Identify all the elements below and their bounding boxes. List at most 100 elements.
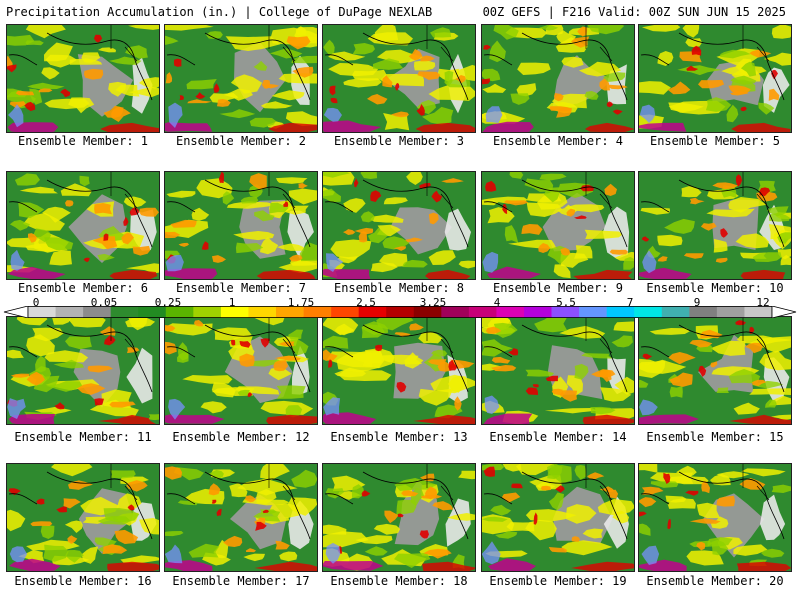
precip-region bbox=[765, 399, 777, 408]
precip-region bbox=[44, 350, 89, 363]
precip-region bbox=[239, 341, 251, 348]
precip-region bbox=[560, 252, 589, 268]
precip-region bbox=[607, 489, 619, 499]
precip-region bbox=[60, 88, 71, 98]
colorbar-tick-label: 0.25 bbox=[154, 296, 182, 309]
precip-region bbox=[503, 200, 529, 206]
precip-region bbox=[24, 101, 36, 112]
precip-region bbox=[490, 504, 512, 516]
colorbar-tick-label: 7 bbox=[626, 296, 634, 309]
precip-region bbox=[571, 536, 580, 542]
precip-region bbox=[254, 210, 275, 222]
precip-region bbox=[338, 369, 392, 381]
precip-map bbox=[639, 172, 791, 279]
colorbar-swatch bbox=[248, 306, 277, 318]
precip-region bbox=[196, 178, 233, 199]
precip-region bbox=[573, 269, 633, 279]
precip-region bbox=[18, 202, 45, 219]
precip-region bbox=[260, 464, 290, 480]
precip-region bbox=[406, 172, 423, 185]
precip-region bbox=[129, 207, 139, 216]
precip-region bbox=[683, 253, 704, 259]
precip-map bbox=[7, 172, 159, 279]
precip-region bbox=[353, 178, 359, 188]
precip-region bbox=[46, 381, 83, 392]
precip-region bbox=[696, 541, 706, 551]
precip-region bbox=[394, 478, 438, 491]
precip-map bbox=[7, 25, 159, 132]
political-border bbox=[110, 464, 138, 501]
precip-region bbox=[15, 90, 35, 96]
precip-region bbox=[609, 249, 629, 255]
precip-region bbox=[370, 190, 382, 202]
precip-region bbox=[68, 97, 95, 114]
precip-region bbox=[561, 540, 613, 556]
precip-region bbox=[81, 546, 99, 564]
precip-region bbox=[667, 81, 691, 95]
precip-region bbox=[36, 498, 45, 505]
precip-region bbox=[218, 172, 224, 184]
precip-region bbox=[561, 56, 584, 68]
ensemble-member-map bbox=[164, 171, 318, 280]
precip-region bbox=[170, 219, 197, 228]
precip-region bbox=[726, 104, 739, 123]
coastline bbox=[8, 32, 153, 101]
precip-region bbox=[428, 212, 439, 225]
precip-region bbox=[271, 90, 305, 101]
colorbar-swatch bbox=[496, 306, 525, 318]
precip-region bbox=[123, 216, 129, 226]
precip-region bbox=[233, 231, 275, 241]
precip-region bbox=[416, 104, 425, 116]
precip-region bbox=[223, 535, 243, 547]
precip-region bbox=[639, 464, 658, 473]
ensemble-member-map bbox=[638, 463, 792, 572]
precip-map bbox=[323, 25, 475, 132]
precip-region bbox=[574, 215, 587, 219]
precip-region bbox=[109, 401, 136, 408]
precip-map bbox=[323, 317, 475, 424]
precip-region bbox=[548, 465, 572, 484]
precip-region bbox=[323, 120, 382, 132]
precip-map bbox=[165, 172, 317, 279]
precip-region bbox=[23, 212, 66, 231]
precip-region bbox=[418, 331, 443, 344]
coastline bbox=[8, 471, 153, 540]
precip-region bbox=[245, 548, 257, 553]
precip-region bbox=[691, 45, 702, 56]
political-border bbox=[742, 172, 770, 209]
precip-region bbox=[641, 545, 660, 565]
precip-region bbox=[769, 212, 790, 222]
colorbar-tick-label: 3.25 bbox=[419, 296, 447, 309]
precip-region bbox=[483, 413, 533, 424]
precip-region bbox=[396, 381, 407, 393]
political-border bbox=[426, 464, 454, 501]
precip-region bbox=[77, 383, 106, 395]
precip-region bbox=[165, 231, 181, 239]
precip-region bbox=[323, 188, 341, 203]
precip-region bbox=[458, 260, 475, 269]
precip-region bbox=[554, 93, 564, 102]
precip-region bbox=[325, 488, 344, 499]
precip-region bbox=[555, 37, 588, 53]
precip-region bbox=[752, 379, 767, 387]
precip-region bbox=[289, 254, 303, 262]
precip-region bbox=[491, 356, 511, 364]
precip-region bbox=[740, 106, 747, 112]
precip-region bbox=[422, 561, 475, 571]
precip-region bbox=[650, 481, 679, 488]
precip-region bbox=[710, 361, 718, 368]
precip-region bbox=[639, 559, 687, 571]
precip-region bbox=[402, 259, 428, 268]
precip-region bbox=[409, 323, 424, 331]
precip-region bbox=[168, 102, 183, 128]
precip-region bbox=[10, 249, 25, 271]
precip-region bbox=[701, 480, 710, 494]
precip-region bbox=[69, 58, 103, 65]
precip-region bbox=[290, 339, 309, 356]
colorbar-swatch bbox=[579, 306, 607, 318]
ensemble-member-label: Ensemble Member: 8 bbox=[333, 281, 465, 295]
precip-region bbox=[713, 238, 728, 253]
precip-region bbox=[166, 190, 196, 198]
colorbar-tick-label: 2.5 bbox=[356, 296, 376, 309]
precip-region bbox=[710, 516, 729, 529]
